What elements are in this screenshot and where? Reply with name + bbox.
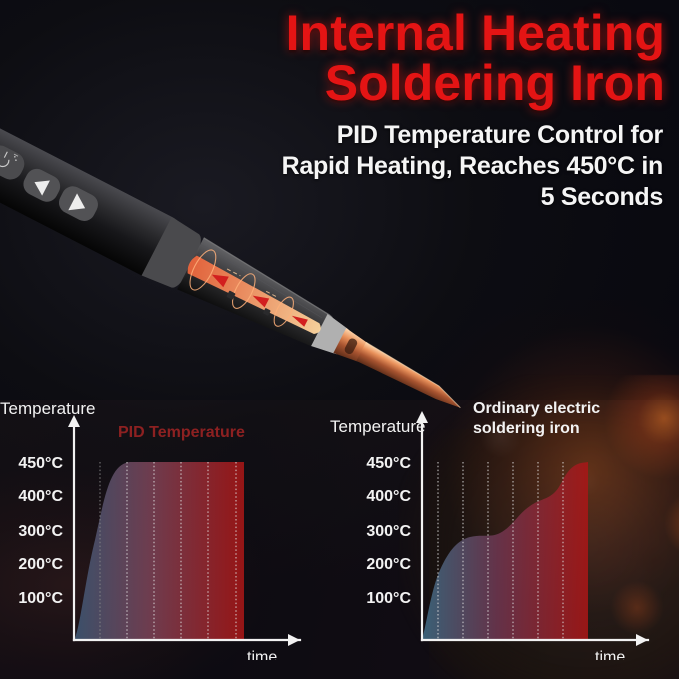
svg-text:soldering iron: soldering iron bbox=[473, 420, 580, 437]
svg-text:450°C: 450°C bbox=[366, 455, 411, 472]
svg-text:PID Temperature: PID Temperature bbox=[118, 424, 245, 441]
svg-text:100°C: 100°C bbox=[18, 590, 63, 607]
svg-text:Ordinary electric: Ordinary electric bbox=[473, 400, 600, 417]
svg-text:time: time bbox=[595, 649, 625, 660]
svg-text:300°C: 300°C bbox=[18, 523, 63, 540]
svg-text:400°C: 400°C bbox=[18, 488, 63, 505]
svg-text:400°C: 400°C bbox=[366, 488, 411, 505]
svg-text:Temperature: Temperature bbox=[330, 417, 425, 436]
svg-text:450°C: 450°C bbox=[18, 455, 63, 472]
svg-text:300°C: 300°C bbox=[366, 523, 411, 540]
svg-text:200°C: 200°C bbox=[366, 556, 411, 573]
svg-text:Temperature: Temperature bbox=[0, 400, 95, 418]
svg-text:200°C: 200°C bbox=[18, 556, 63, 573]
svg-text:time: time bbox=[247, 649, 277, 660]
svg-text:100°C: 100°C bbox=[366, 590, 411, 607]
